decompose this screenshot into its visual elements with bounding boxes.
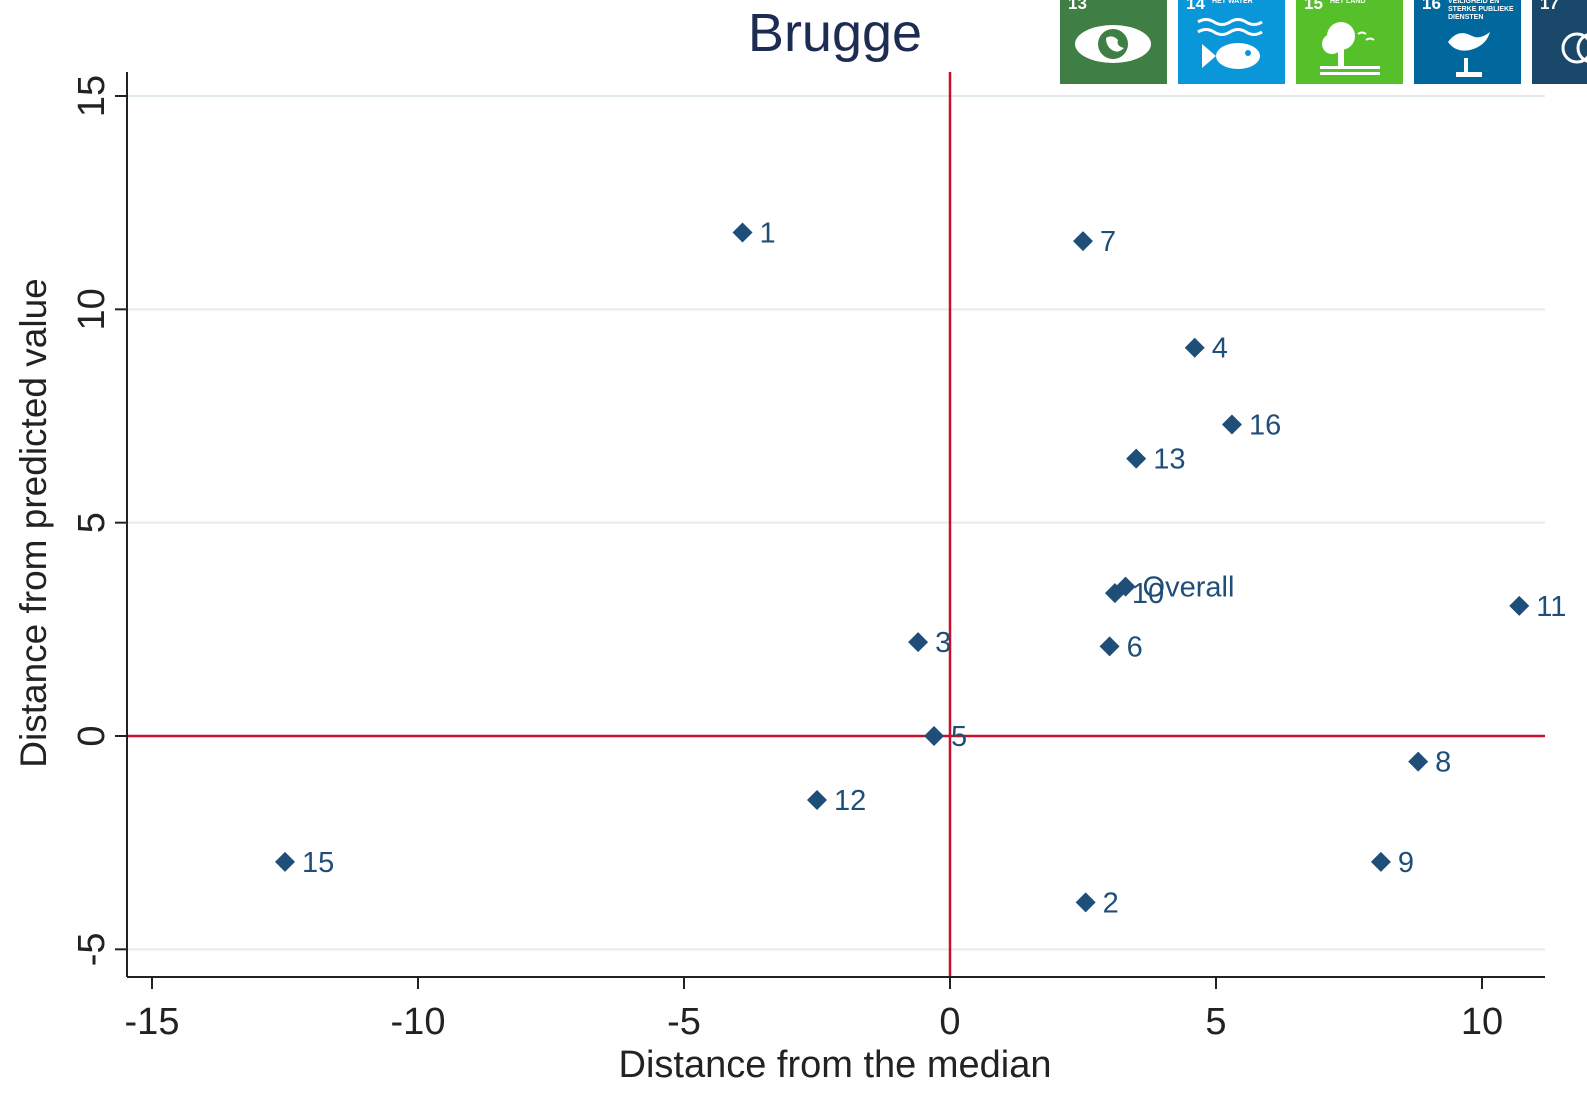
point-label: 5 (951, 721, 967, 753)
point-label: 3 (935, 627, 951, 659)
sdg-tile-16: 16 Veiligheid en sterke publieke diensten (1414, 0, 1521, 84)
point-label: 2 (1103, 887, 1119, 919)
data-point-5 (924, 726, 945, 746)
data-point-12 (807, 790, 827, 810)
point-label: 12 (834, 785, 866, 817)
y-tick-label: -5 (71, 932, 113, 966)
point-label: 9 (1398, 847, 1414, 879)
data-point-3 (908, 632, 929, 653)
sdg-number: 15 (1304, 0, 1323, 13)
point-label: 10 (1132, 578, 1164, 610)
point-label: Overall (1143, 572, 1235, 604)
sdg-number: 13 (1068, 0, 1087, 13)
sdg-number: 17 (1540, 0, 1559, 13)
axes (126, 72, 1545, 978)
x-tick-label: -10 (391, 1001, 446, 1043)
point-label: 4 (1212, 333, 1228, 365)
x-tick-label: 10 (1461, 1001, 1503, 1043)
data-point-16 (1221, 414, 1242, 435)
data-point-6 (1099, 636, 1120, 657)
y-tick-label: 15 (71, 75, 113, 117)
x-tick-label: 0 (939, 1001, 960, 1043)
data-point-8 (1408, 751, 1429, 772)
data-point-1 (732, 222, 753, 243)
sdg-tile-17: 17 (1532, 0, 1587, 84)
point-label: 1 (760, 218, 776, 250)
sdg-caption: Veiligheid en sterke publieke diensten (1448, 0, 1514, 21)
point-label: 7 (1100, 226, 1116, 258)
x-tick-label: -15 (125, 1001, 180, 1043)
point-label: 6 (1127, 631, 1143, 663)
sdg-number: 14 (1186, 0, 1205, 13)
y-ticks: -5 0 5 10 15 (71, 75, 127, 966)
data-point-11 (1509, 595, 1530, 616)
chart-title: Brugge (748, 3, 922, 63)
x-tick-label: -5 (667, 1001, 701, 1043)
y-axis-label: Distance from predicted value (13, 278, 54, 767)
grid-lines (127, 95, 1545, 951)
sdg-tile-14: 14 Het water (1178, 0, 1285, 84)
y-tick-label: 5 (71, 512, 113, 533)
sdg-goal-icons: 13 14 Het water 15 Het land 16 Veiligheid en s… (1060, 0, 1587, 84)
data-point-9 (1370, 851, 1391, 872)
data-point-7 (1073, 231, 1093, 252)
y-tick-label: 0 (71, 725, 113, 746)
x-axis-label: Distance from the median (619, 1044, 1052, 1086)
data-points (275, 222, 1530, 913)
sdg-tile-15: 15 Het land (1296, 0, 1403, 84)
point-label: 8 (1435, 747, 1451, 779)
x-tick-label: 5 (1205, 1001, 1226, 1043)
x-ticks: -15 -10 -5 0 5 10 (125, 977, 1503, 1043)
point-label: 16 (1249, 410, 1281, 442)
sdg-tile-13: 13 (1060, 0, 1167, 84)
data-point-10 (1104, 583, 1125, 604)
data-point-2 (1075, 892, 1096, 913)
data-point-13 (1126, 448, 1147, 469)
point-label: 13 (1153, 444, 1185, 476)
reference-lines (127, 72, 1545, 977)
data-point-4 (1184, 337, 1205, 358)
point-label: 15 (302, 847, 334, 879)
data-point-15 (275, 851, 295, 872)
point-label: 11 (1536, 591, 1566, 623)
sdg-caption: Het land (1330, 0, 1366, 5)
y-tick-label: 10 (71, 288, 113, 330)
sdg-number: 16 (1422, 0, 1441, 13)
sdg-caption: Het water (1212, 0, 1253, 5)
